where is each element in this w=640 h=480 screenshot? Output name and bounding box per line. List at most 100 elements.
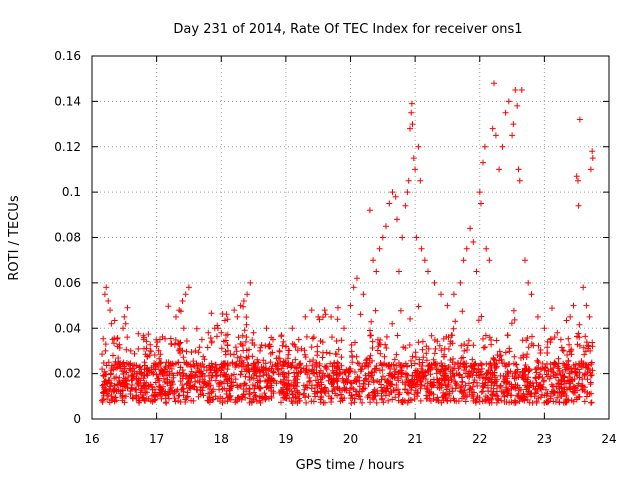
data-point xyxy=(200,353,207,360)
data-point xyxy=(559,369,566,375)
data-point xyxy=(254,356,261,363)
data-point xyxy=(205,390,212,397)
data-point xyxy=(400,362,407,369)
data-point xyxy=(374,347,381,354)
data-point xyxy=(221,317,228,324)
data-point xyxy=(102,377,109,384)
x-tick-label: 24 xyxy=(601,432,616,446)
data-point xyxy=(409,121,416,128)
data-point xyxy=(239,332,246,339)
data-point xyxy=(586,313,593,320)
data-point xyxy=(188,368,195,375)
data-point xyxy=(462,370,469,377)
data-point xyxy=(414,389,421,396)
data-point xyxy=(444,302,451,309)
data-point xyxy=(428,332,435,339)
data-point xyxy=(383,345,390,351)
data-point xyxy=(589,148,596,155)
data-point xyxy=(351,369,358,375)
data-point xyxy=(188,397,195,404)
data-point xyxy=(377,337,384,343)
data-point xyxy=(155,347,162,354)
data-point xyxy=(317,338,324,344)
data-point xyxy=(124,334,131,341)
data-point xyxy=(247,279,254,286)
data-point xyxy=(506,399,513,406)
data-point xyxy=(450,291,457,298)
data-point xyxy=(556,399,563,406)
data-point xyxy=(177,399,184,405)
data-point xyxy=(331,359,338,366)
data-point xyxy=(233,348,240,355)
data-point xyxy=(438,375,445,382)
data-point xyxy=(380,399,387,406)
data-point xyxy=(303,333,310,340)
data-point xyxy=(457,384,464,391)
data-point xyxy=(177,378,184,385)
grid xyxy=(92,56,609,419)
data-point xyxy=(407,125,413,132)
data-point xyxy=(408,357,414,364)
data-point xyxy=(544,338,551,345)
data-point xyxy=(370,377,377,383)
data-point xyxy=(522,257,528,264)
data-point xyxy=(177,364,184,371)
data-point xyxy=(245,362,252,369)
data-point xyxy=(100,392,107,399)
data-point xyxy=(543,392,550,399)
data-point xyxy=(218,345,225,352)
data-point xyxy=(333,338,340,344)
data-point xyxy=(171,341,178,348)
data-point xyxy=(306,358,313,365)
data-point xyxy=(398,373,405,380)
data-point xyxy=(350,284,357,291)
data-point xyxy=(307,377,314,384)
data-point xyxy=(153,343,160,350)
data-point xyxy=(444,374,451,381)
data-point xyxy=(185,284,192,291)
data-point xyxy=(486,257,493,264)
data-point xyxy=(334,367,341,373)
data-point xyxy=(481,143,488,150)
data-point xyxy=(399,234,406,241)
data-point xyxy=(302,369,309,376)
data-point xyxy=(325,374,332,380)
data-point xyxy=(391,371,398,378)
data-point xyxy=(511,353,518,360)
data-point xyxy=(476,398,483,405)
data-point xyxy=(395,386,402,393)
data-point xyxy=(482,332,489,339)
data-point xyxy=(162,390,168,397)
data-point xyxy=(535,395,542,402)
y-tick-label: 0.14 xyxy=(54,94,81,108)
data-point xyxy=(505,361,512,368)
data-point xyxy=(584,365,591,371)
data-point xyxy=(117,365,124,372)
data-point xyxy=(168,387,175,394)
data-point xyxy=(444,397,450,404)
data-point xyxy=(492,132,499,139)
data-point xyxy=(278,332,285,339)
data-point xyxy=(453,380,459,387)
data-point xyxy=(420,354,427,361)
data-point xyxy=(198,370,205,377)
data-point xyxy=(359,399,366,406)
data-point xyxy=(496,353,503,360)
data-point xyxy=(531,393,538,400)
data-point xyxy=(338,337,345,344)
data-point xyxy=(566,348,573,355)
data-point xyxy=(418,375,425,382)
data-point xyxy=(449,388,456,395)
data-point xyxy=(131,368,138,375)
data-point xyxy=(512,87,519,93)
data-point xyxy=(576,393,583,400)
data-point xyxy=(197,369,203,375)
data-point xyxy=(439,363,446,370)
data-point xyxy=(555,360,562,367)
data-point xyxy=(110,352,116,359)
data-point xyxy=(485,367,492,373)
data-point xyxy=(503,386,510,393)
data-point xyxy=(438,381,445,388)
data-point xyxy=(179,298,186,304)
data-point xyxy=(143,338,150,345)
